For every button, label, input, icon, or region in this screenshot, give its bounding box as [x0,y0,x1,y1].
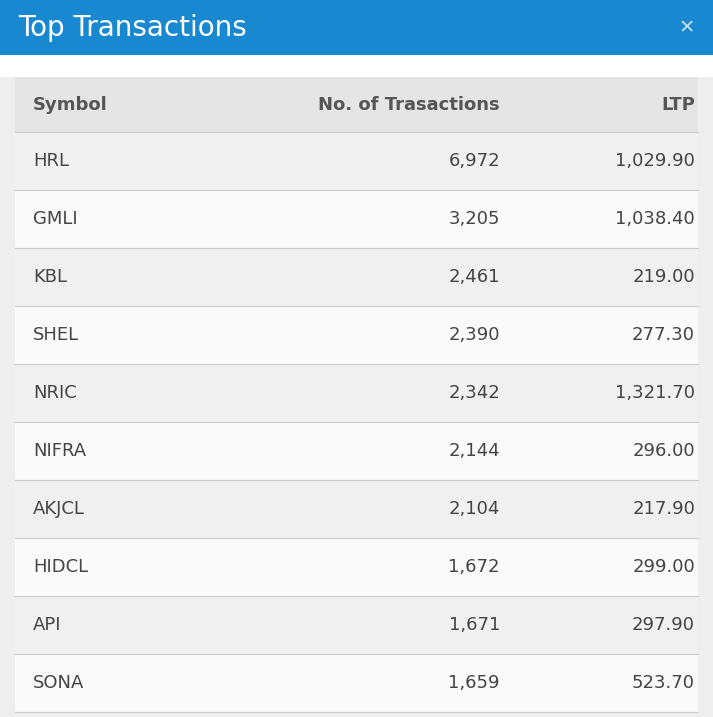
Bar [15,422,698,480]
Text: 1,672: 1,672 [448,558,500,576]
Text: HRL: HRL [33,152,69,170]
Bar [15,654,698,712]
Bar [15,132,698,190]
Text: 299.00: 299.00 [632,558,695,576]
Bar [15,538,698,596]
Text: 2,461: 2,461 [448,268,500,286]
Text: 1,659: 1,659 [448,674,500,692]
Text: API: API [33,616,61,634]
Text: No. of Trasactions: No. of Trasactions [319,95,500,113]
Text: LTP: LTP [661,95,695,113]
Text: 2,342: 2,342 [448,384,500,402]
Text: ✕: ✕ [679,18,695,37]
Text: 296.00: 296.00 [632,442,695,460]
Bar [0,55,713,77]
Text: KBL: KBL [33,268,67,286]
Bar [0,0,713,55]
Text: SONA: SONA [33,674,84,692]
Text: 6,972: 6,972 [448,152,500,170]
Bar [15,364,698,422]
Text: HIDCL: HIDCL [33,558,88,576]
Bar [15,596,698,654]
Text: 217.90: 217.90 [632,500,695,518]
Text: AKJCL: AKJCL [33,500,85,518]
Text: Symbol: Symbol [33,95,108,113]
Text: 277.30: 277.30 [632,326,695,344]
Text: Top Transactions: Top Transactions [18,14,247,42]
Text: 1,038.40: 1,038.40 [615,210,695,228]
Text: 523.70: 523.70 [632,674,695,692]
Text: GMLI: GMLI [33,210,78,228]
Text: 1,321.70: 1,321.70 [615,384,695,402]
Bar [15,77,698,132]
Text: 2,104: 2,104 [448,500,500,518]
Text: 1,671: 1,671 [448,616,500,634]
Bar [15,480,698,538]
Text: NRIC: NRIC [33,384,77,402]
Text: 1,029.90: 1,029.90 [615,152,695,170]
Text: 3,205: 3,205 [448,210,500,228]
Text: 219.00: 219.00 [632,268,695,286]
Bar [15,306,698,364]
Text: 2,390: 2,390 [448,326,500,344]
Bar [15,190,698,248]
Text: NIFRA: NIFRA [33,442,86,460]
Bar [15,248,698,306]
Text: SHEL: SHEL [33,326,79,344]
Text: 297.90: 297.90 [632,616,695,634]
Text: 2,144: 2,144 [448,442,500,460]
